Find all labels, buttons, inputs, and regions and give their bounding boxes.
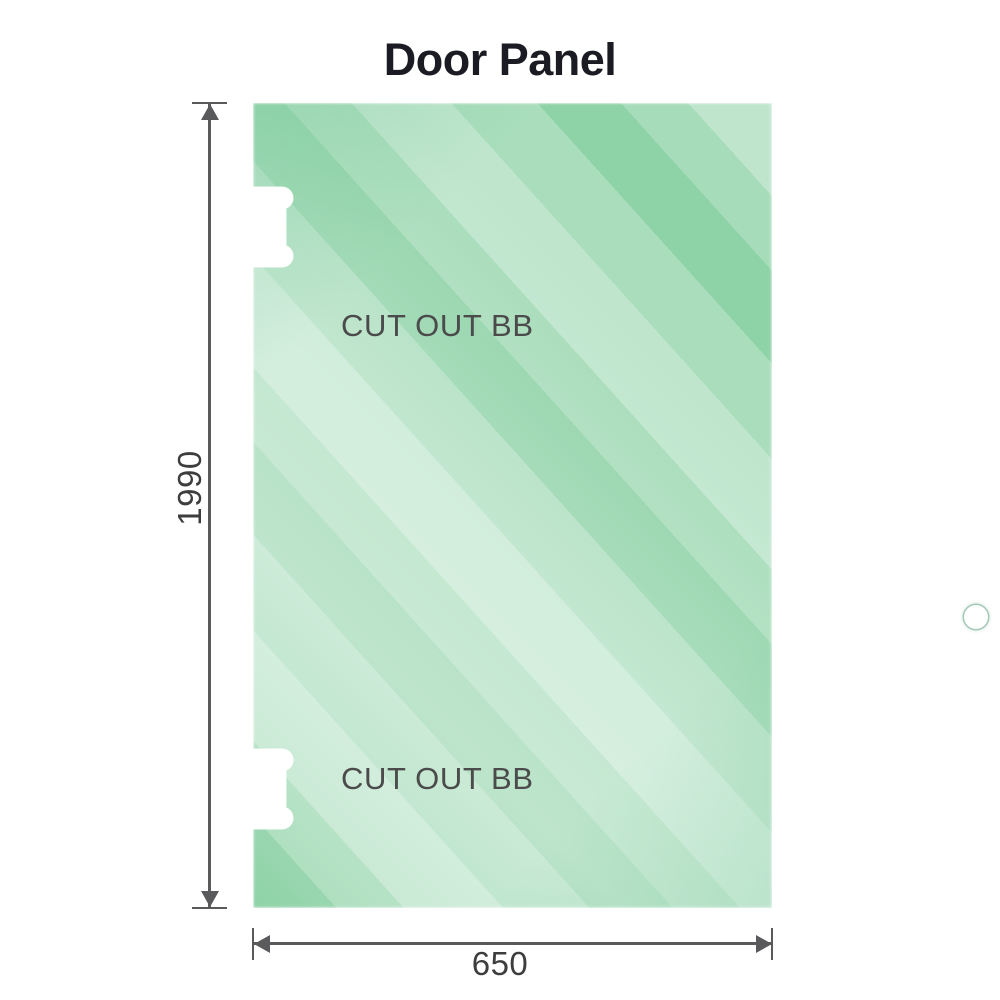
dimension-width-arrow-left-icon (254, 934, 270, 953)
handle-hole-icon (964, 605, 988, 629)
dimension-height-tick-top (192, 102, 227, 104)
dimension-height-arrow-down-icon (200, 891, 219, 907)
glass-surface (253, 103, 772, 908)
dimension-height-label: 1990 (171, 450, 208, 526)
dimension-height-arrow-up-icon (200, 104, 219, 120)
cutout-top-label: CUT OUT BB (341, 308, 534, 343)
dimension-width-label: 650 (471, 945, 529, 982)
cutout-top-shape (252, 179, 297, 275)
page-title: Door Panel (383, 34, 617, 85)
cutout-bottom-label: CUT OUT BB (341, 761, 534, 796)
dimension-width-line (254, 942, 772, 945)
dimension-width-tick-left (252, 928, 254, 960)
door-panel: CUT OUT BB CUT OUT BB (252, 103, 988, 908)
dimension-height-line (208, 104, 211, 907)
dimension-width-arrow-right-icon (756, 934, 772, 953)
dimension-height-tick-bottom (192, 907, 227, 909)
dimension-width-tick-right (771, 928, 773, 960)
cutout-bottom-shape (252, 741, 297, 837)
